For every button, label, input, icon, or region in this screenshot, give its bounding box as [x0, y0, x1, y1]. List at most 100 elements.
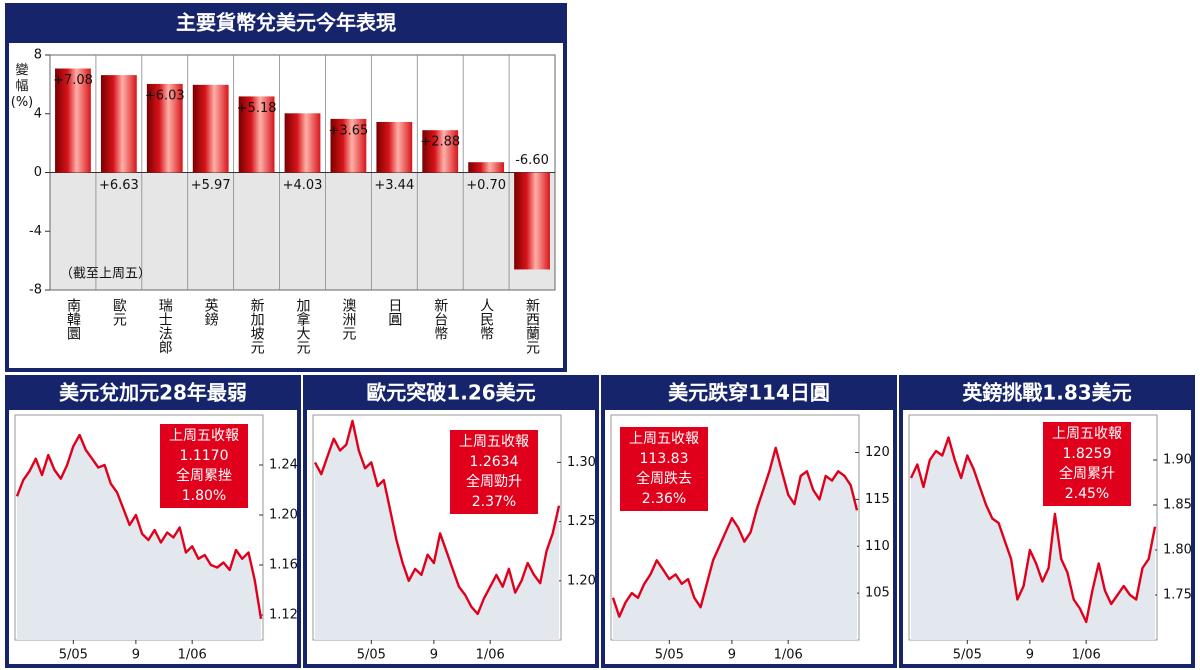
- annotation-text: 1.2634: [470, 454, 519, 470]
- x-tick-label: 5/05: [59, 648, 88, 663]
- value-label: +3.44: [374, 178, 414, 193]
- title-bar: [5, 375, 301, 410]
- annotation-text: 全周勁升: [466, 473, 522, 490]
- y-tick-label: 1.75: [1163, 588, 1192, 603]
- x-tick-label: 加拿大元: [295, 298, 311, 355]
- y-tick-label: 4: [34, 106, 42, 121]
- x-tick-label: 9: [430, 648, 438, 663]
- chart-title: 主要貨幣兌美元今年表現: [176, 11, 396, 35]
- y-tick-label: 1.20: [269, 508, 298, 523]
- y-tick-label: 1.20: [567, 573, 596, 588]
- bar: [284, 113, 321, 173]
- x-tick-label: 5/05: [357, 648, 386, 663]
- x-tick-label: 新加坡元: [249, 298, 265, 355]
- annotation-box: [160, 424, 248, 508]
- annotation-text: 全周累挫: [176, 467, 232, 484]
- line: [313, 419, 561, 616]
- y-tick-label: -8: [29, 283, 42, 298]
- y-tick-label: 120: [865, 445, 890, 460]
- chart-title: 歐元突破1.26美元: [366, 381, 535, 405]
- bar: [514, 172, 550, 270]
- line: [611, 446, 859, 618]
- value-label: +0.70: [466, 178, 506, 193]
- title-bar: [303, 375, 599, 410]
- title-bar: [601, 375, 897, 410]
- x-tick-label: 歐元: [111, 298, 127, 327]
- annotation-box: [450, 430, 538, 514]
- x-tick-label: 1/06: [476, 648, 505, 663]
- value-label: +5.18: [237, 101, 277, 116]
- bar: [468, 162, 505, 173]
- x-tick-label: 新西蘭元: [524, 298, 540, 355]
- annotation-text: 上周五收報: [459, 434, 529, 450]
- x-tick-label: 5/05: [655, 648, 684, 663]
- annotation-text: 上周五收報: [629, 431, 699, 447]
- y-tick-label: 1.25: [567, 514, 596, 529]
- y-tick-label: 115: [865, 492, 890, 507]
- chart-title: 美元兌加元28年最弱: [59, 381, 247, 405]
- x-tick-label: 5/05: [953, 648, 982, 663]
- annotation-text: 1.80%: [182, 488, 226, 504]
- annotation-text: 全周跌去: [636, 470, 692, 487]
- y-tick-label: 1.80: [1163, 543, 1192, 558]
- x-tick-label: 1/06: [1072, 648, 1101, 663]
- x-tick-label: 南韓圜: [65, 298, 81, 340]
- x-tick-label: 瑞士法郎: [157, 298, 173, 354]
- x-tick-label: 澳洲元: [340, 298, 356, 341]
- bar: [376, 121, 413, 173]
- area: [911, 437, 1155, 640]
- title-bar: [899, 375, 1195, 410]
- y-tick-label: 1.16: [269, 558, 298, 573]
- bar: [146, 83, 183, 173]
- line: [909, 436, 1157, 624]
- x-tick-label: 9: [728, 648, 736, 663]
- annotation-text: 2.37%: [472, 494, 516, 510]
- value-label: +2.88: [420, 135, 460, 150]
- y-tick-label: 1.24: [269, 458, 298, 473]
- annotation-text: 2.36%: [642, 491, 686, 507]
- bar: [192, 84, 229, 173]
- value-label: +6.03: [145, 88, 185, 103]
- chart-title: 英鎊挑戰1.83美元: [962, 381, 1131, 405]
- chart-title: 美元跌穿114日圓: [668, 381, 830, 405]
- annotation-text: 1.8259: [1063, 446, 1112, 462]
- x-tick-label: 1/06: [178, 648, 207, 663]
- line: [15, 433, 263, 619]
- y-tick-label: 1.90: [1163, 453, 1192, 468]
- y-tick-label: 105: [865, 586, 890, 601]
- annotation-text: 全周累升: [1059, 465, 1115, 482]
- title-bar: [5, 3, 567, 43]
- x-tick-label: 英鎊: [203, 297, 219, 326]
- annotation-box: [1043, 422, 1131, 506]
- annotation: （截至上周五）: [60, 267, 151, 282]
- y-tick-label: 110: [865, 539, 890, 554]
- bar: [238, 96, 275, 173]
- bar: [330, 118, 367, 173]
- y-tick-label: 1.12: [269, 608, 298, 623]
- value-label: +7.08: [53, 73, 93, 88]
- annotation-text: 上周五收報: [169, 428, 239, 444]
- bar: [55, 68, 91, 173]
- annotation-text: 上周五收報: [1052, 426, 1122, 442]
- area: [613, 447, 857, 640]
- x-tick-label: 9: [1026, 648, 1034, 663]
- annotation-text: 2.45%: [1065, 486, 1109, 502]
- annotation-text: 1.1170: [180, 448, 229, 464]
- plot-lower: [49, 172, 556, 291]
- area: [315, 420, 559, 640]
- y-tick-label: -4: [29, 224, 42, 239]
- bar: [422, 130, 459, 173]
- x-tick-label: 1/06: [774, 648, 803, 663]
- y-tick-label: 8: [34, 48, 42, 63]
- annotation-box: [620, 427, 708, 511]
- x-tick-label: 新台幣: [432, 298, 448, 340]
- value-label: +5.97: [191, 178, 231, 193]
- x-tick-label: 日圓: [386, 298, 402, 326]
- x-tick-label: 9: [132, 648, 140, 663]
- bar: [100, 75, 137, 173]
- value-label: +6.63: [99, 178, 139, 193]
- value-label: +4.03: [283, 178, 323, 193]
- value-label: +3.65: [328, 123, 368, 138]
